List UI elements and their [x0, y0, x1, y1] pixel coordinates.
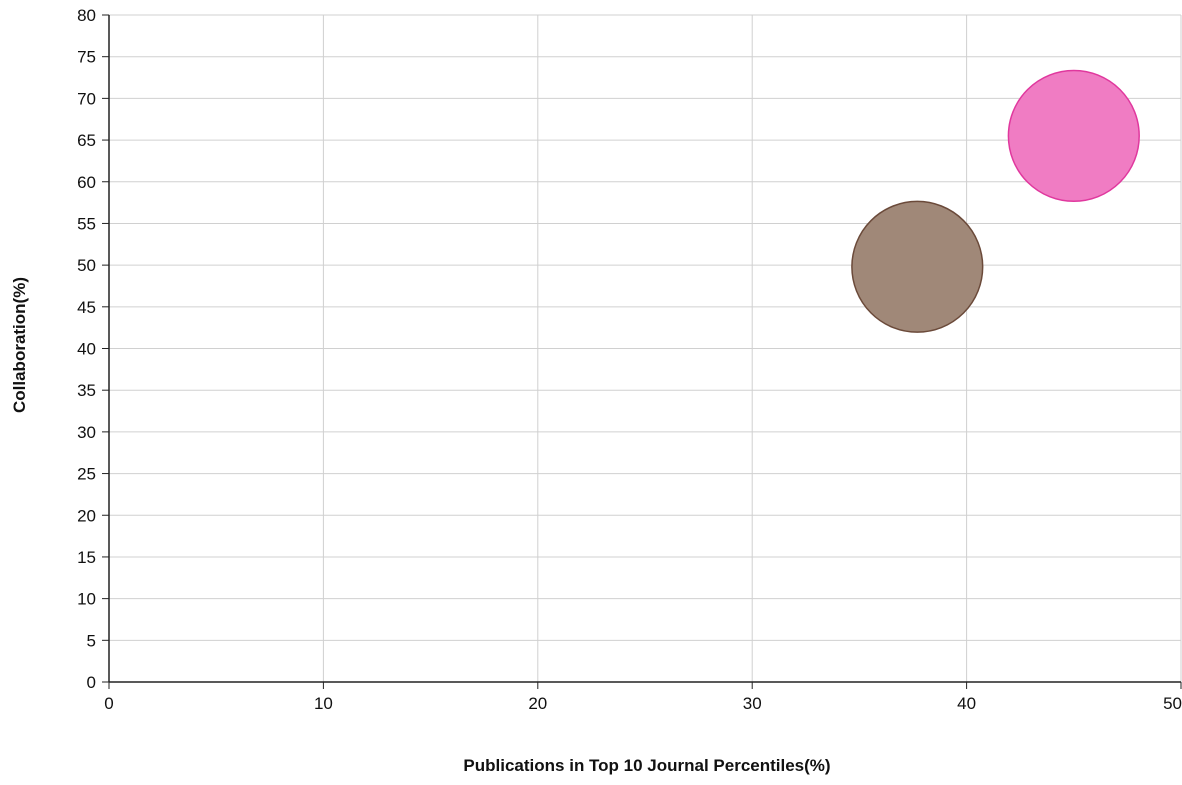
y-tick-label: 35 [77, 381, 96, 400]
grid-lines [109, 14, 1182, 682]
y-tick-label: 70 [77, 89, 96, 108]
y-tick-label: 55 [77, 214, 96, 233]
y-tick-label: 0 [87, 673, 96, 692]
y-tick-label: 20 [77, 506, 96, 525]
x-tick-label: 40 [957, 694, 976, 713]
tick-labels: 0 5 10 15 20 25 30 35 40 45 50 55 60 65 70 75 80 0 10 20 30 4… [77, 6, 1182, 713]
y-tick-label: 60 [77, 173, 96, 192]
y-tick-label: 50 [77, 256, 96, 275]
y-tick-label: 30 [77, 423, 96, 442]
bubbles [851, 69, 1140, 333]
y-tick-label: 80 [77, 6, 96, 25]
x-tick-label: 10 [314, 694, 333, 713]
y-tick-label: 45 [77, 298, 96, 317]
x-tick-label: 30 [743, 694, 762, 713]
y-tick-label: 5 [87, 631, 96, 650]
x-tick-label: 50 [1163, 694, 1182, 713]
bubble-point [1007, 69, 1140, 203]
y-tick-label: 15 [77, 548, 96, 567]
y-tick-label: 40 [77, 340, 96, 359]
y-tick-label: 75 [77, 48, 96, 67]
x-tick-label: 0 [104, 694, 113, 713]
x-axis-title: Publications in Top 10 Journal Percentil… [463, 756, 830, 775]
y-axis-title: Collaboration(%) [10, 277, 29, 413]
y-tick-label: 25 [77, 465, 96, 484]
y-tick-label: 10 [77, 590, 96, 609]
bubble-point [851, 200, 984, 333]
x-tick-label: 20 [528, 694, 547, 713]
y-tick-label: 65 [77, 131, 96, 150]
